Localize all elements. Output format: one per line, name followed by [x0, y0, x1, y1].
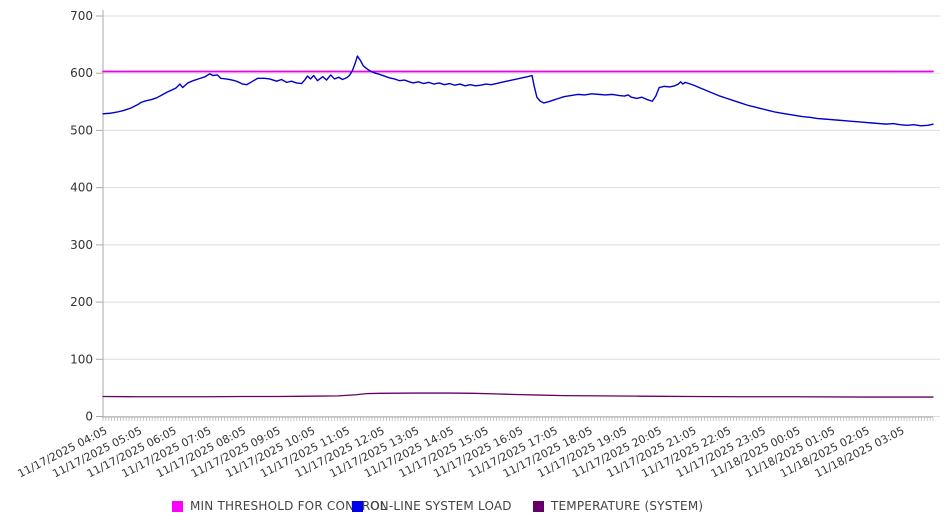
y-tick-label-0: 0 [85, 410, 93, 424]
legend-item-min-threshold: MIN THRESHOLD FOR CONTROL [172, 499, 387, 513]
y-tick-label-500: 500 [70, 123, 93, 137]
y-tick-label-600: 600 [70, 66, 93, 80]
legend-label-system-load: ON-LINE SYSTEM LOAD [370, 499, 512, 513]
legend-swatch-blue [352, 500, 363, 512]
system-load-line [102, 55, 934, 127]
y-tick-label-300: 300 [70, 238, 93, 252]
legend-label-temperature: TEMPERATURE (SYSTEM) [551, 499, 704, 513]
legend-item-temperature: TEMPERATURE (SYSTEM) [533, 499, 703, 513]
legend-swatch-purple [533, 500, 544, 512]
temperature-line [102, 392, 934, 398]
y-tick-label-200: 200 [70, 295, 93, 309]
legend-label-min-threshold: MIN THRESHOLD FOR CONTROL [190, 499, 387, 513]
x-minor-ticks [102, 417, 934, 421]
y-tick-label-400: 400 [70, 181, 93, 195]
y-tick-label-700: 700 [70, 9, 93, 23]
y-tick-label-100: 100 [70, 352, 93, 366]
legend-swatch-magenta [172, 500, 183, 512]
legend-item-system-load: ON-LINE SYSTEM LOAD [352, 499, 512, 513]
